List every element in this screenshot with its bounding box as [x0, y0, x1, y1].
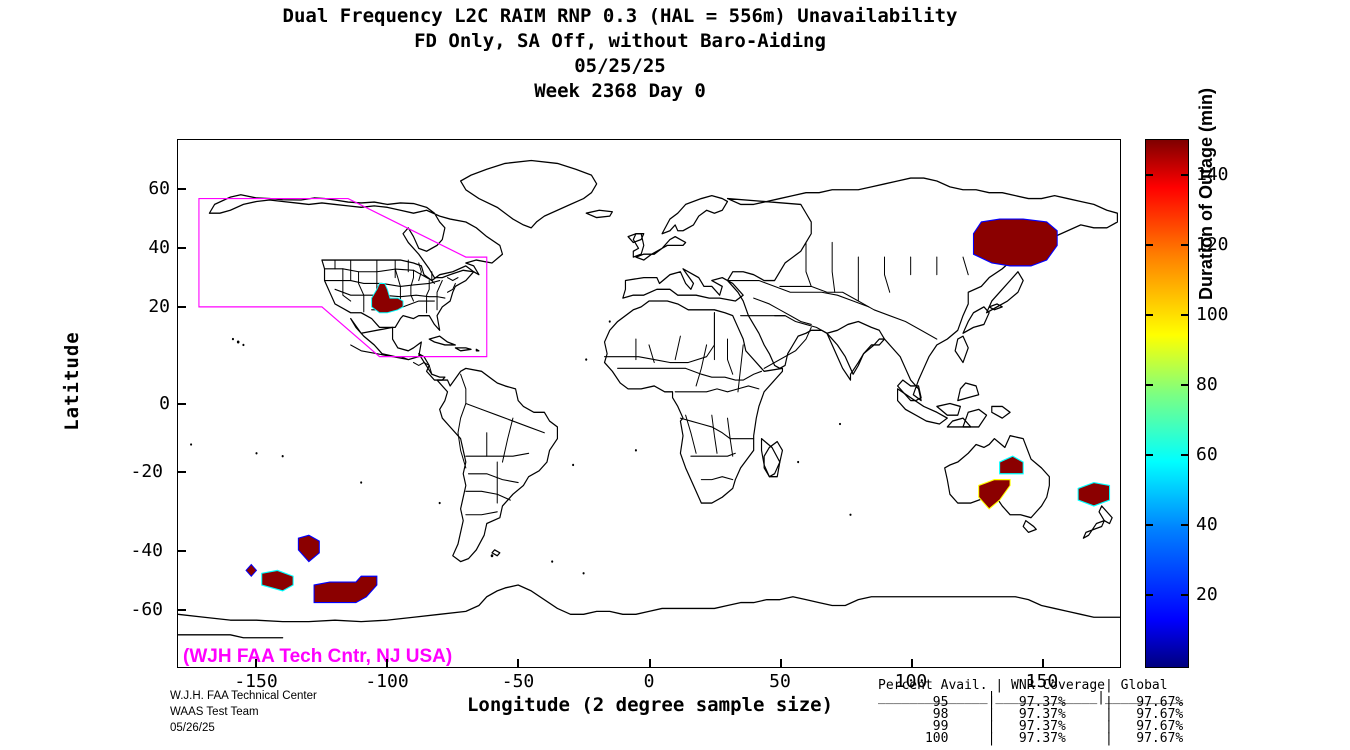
- x-tick-mark: [649, 659, 651, 668]
- colorbar-tick-mark: [1145, 594, 1153, 596]
- x-tick-label: -50: [501, 671, 535, 692]
- x-tick-mark: [517, 659, 519, 668]
- y-tick-mark: [177, 471, 186, 473]
- colorbar-tick-mark: [1181, 454, 1189, 456]
- x-tick-label: 100: [894, 671, 928, 692]
- x-tick-mark: [386, 659, 388, 668]
- colorbar-tick-mark: [1145, 524, 1153, 526]
- x-tick-label: 50: [769, 671, 791, 692]
- outage-region-south-australia: [978, 479, 1011, 510]
- stats-summary-table: Percent Avail. | WNR Coverage| Global __…: [878, 679, 1183, 745]
- x-tick-label: 0: [643, 671, 655, 692]
- outage-region-southern-ocean: [313, 575, 378, 604]
- y-tick-mark: [177, 306, 186, 308]
- colorbar-tick-label: 140: [1196, 164, 1229, 185]
- colorbar-tick-label: 20: [1196, 584, 1218, 605]
- coastlines-group: [178, 159, 1120, 639]
- title-line-4: Week 2368 Day 0: [534, 80, 706, 102]
- x-tick-label: -150: [234, 671, 278, 692]
- x-tick-mark: [255, 659, 257, 668]
- outage-region-central-us: [371, 282, 404, 314]
- colorbar-tick-label: 120: [1196, 234, 1229, 255]
- colorbar-tick-mark: [1181, 314, 1189, 316]
- y-tick-label: 20: [148, 296, 170, 317]
- colorbar-tick-mark: [1145, 384, 1153, 386]
- stats-table-rows: 95 | 97.37% | 97.67% 98 | 97.37% | 97.67…: [878, 695, 1184, 746]
- colorbar-tick-mark: [1181, 524, 1189, 526]
- stats-table-row: 99 | 97.37% | 97.67%: [878, 719, 1184, 734]
- stats-table-row: 98 | 97.37% | 97.67%: [878, 707, 1184, 722]
- title-line-3: 05/25/25: [574, 55, 666, 77]
- inplot-credit-text: (WJH FAA Tech Cntr, NJ USA): [183, 646, 453, 667]
- x-tick-label: 150: [1025, 671, 1059, 692]
- y-tick-label: -60: [130, 599, 163, 620]
- y-tick-mark: [177, 609, 186, 611]
- stats-table-row: 95 | 97.37% | 97.67%: [878, 695, 1184, 710]
- y-tick-label: 0: [159, 393, 170, 414]
- colorbar-tick-mark: [1145, 244, 1153, 246]
- map-plot-area: (WJH FAA Tech Cntr, NJ USA): [177, 139, 1121, 668]
- x-tick-mark: [911, 659, 913, 668]
- y-axis-label: Latitude: [61, 331, 83, 431]
- outage-region-south-pacific-b: [245, 563, 258, 577]
- title-line-2: FD Only, SA Off, without Baro-Aiding: [414, 30, 826, 52]
- colorbar-tick-mark: [1145, 174, 1153, 176]
- y-tick-mark: [177, 550, 186, 552]
- footer-line-1: W.J.H. FAA Technical Center: [170, 690, 317, 702]
- colorbar-tick-mark: [1181, 594, 1189, 596]
- outage-region-north-australia: [999, 455, 1024, 475]
- footer-line-3: 05/26/25: [170, 722, 215, 734]
- y-tick-mark: [177, 403, 186, 405]
- world-map-svg: [178, 159, 1120, 639]
- chart-title-block: Dual Frequency L2C RAIM RNP 0.3 (HAL = 5…: [0, 4, 1240, 104]
- outage-regions-group: [245, 218, 1111, 604]
- colorbar-tick-mark: [1181, 384, 1189, 386]
- outage-region-tasman-sea: [1077, 481, 1111, 507]
- outage-region-south-pacific-a: [297, 534, 320, 563]
- y-tick-label: -40: [130, 540, 163, 561]
- x-tick-mark: [780, 659, 782, 668]
- outage-region-eastern-siberia: [972, 218, 1058, 267]
- title-line-1: Dual Frequency L2C RAIM RNP 0.3 (HAL = 5…: [282, 5, 958, 27]
- x-axis-label: Longitude (2 degree sample size): [466, 694, 834, 716]
- y-tick-label: -20: [130, 461, 163, 482]
- colorbar-wrapper: [1145, 139, 1189, 668]
- colorbar-tick-label: 80: [1196, 374, 1218, 395]
- footer-line-2: WAAS Test Team: [170, 706, 259, 718]
- footer-credit: W.J.H. FAA Technical Center WAAS Test Te…: [170, 688, 317, 736]
- wnr-boundary-polygon: [198, 197, 488, 358]
- colorbar-tick-mark: [1181, 174, 1189, 176]
- stats-table-rule: ______________|_____________|__________: [878, 690, 1184, 705]
- colorbar-gradient: [1145, 139, 1189, 668]
- x-tick-label: -100: [365, 671, 409, 692]
- colorbar-tick-label: 40: [1196, 514, 1218, 535]
- colorbar-title: Duration of Outage (min): [1196, 88, 1216, 300]
- y-tick-label: 60: [148, 178, 170, 199]
- y-tick-mark: [177, 247, 186, 249]
- colorbar-tick-mark: [1181, 244, 1189, 246]
- colorbar-tick-mark: [1145, 314, 1153, 316]
- outage-region-south-pacific-c: [261, 569, 294, 592]
- colorbar-tick-mark: [1145, 454, 1153, 456]
- x-tick-mark: [1042, 659, 1044, 668]
- stats-table-header: Percent Avail. | WNR Coverage| Global: [878, 678, 1168, 693]
- stats-table-row: 100 | 97.37% | 97.67%: [878, 731, 1184, 746]
- y-tick-label: 40: [148, 237, 170, 258]
- y-tick-mark: [177, 188, 186, 190]
- colorbar-tick-label: 100: [1196, 304, 1229, 325]
- colorbar-tick-label: 60: [1196, 444, 1218, 465]
